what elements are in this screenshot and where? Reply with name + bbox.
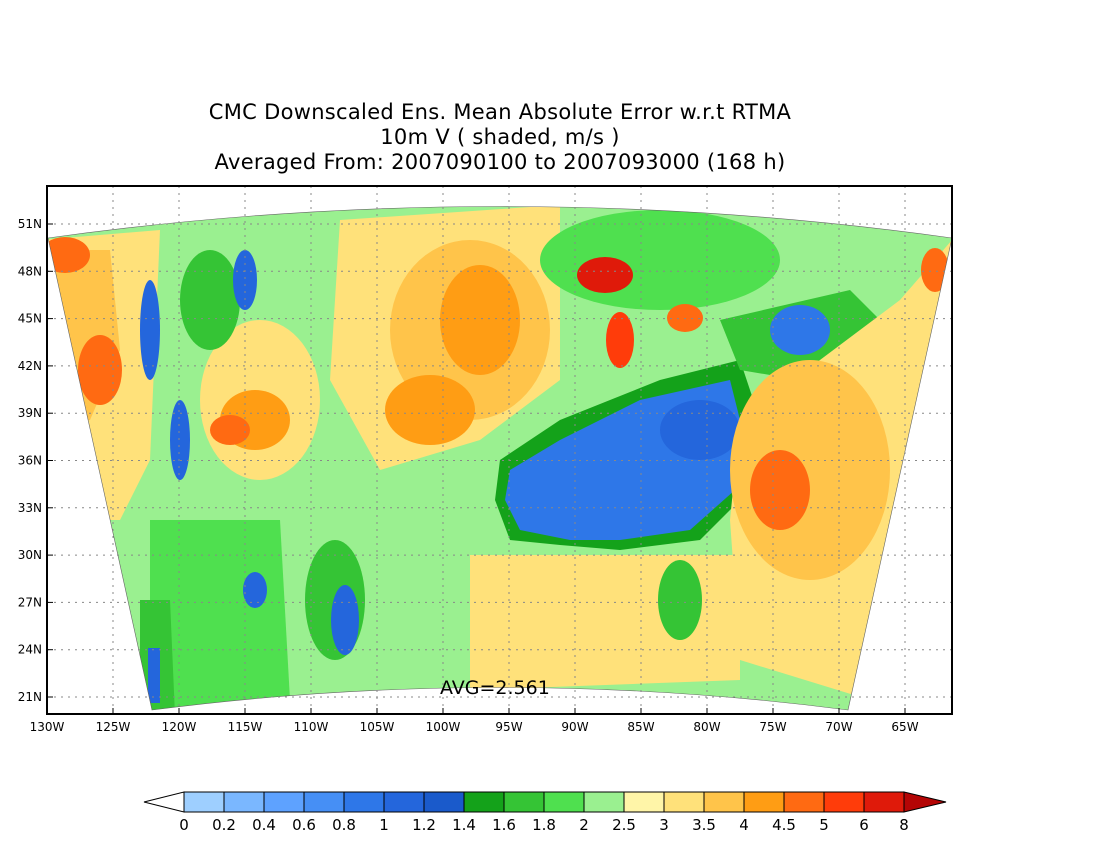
colorbar-label: 4.5 [772, 816, 796, 834]
lon-tick-label: 110W [294, 720, 329, 734]
lon-tick-label: 85W [627, 720, 654, 734]
colorbar-label: 3 [659, 816, 669, 834]
plot-frame [46, 185, 953, 715]
colorbar-label: 0.2 [212, 816, 236, 834]
colorbar-swatch [543, 791, 585, 813]
colorbar-swatch [463, 791, 505, 813]
colorbar-label: 0 [179, 816, 189, 834]
average-annotation: AVG=2.561 [440, 677, 550, 699]
lon-tick-label: 105W [360, 720, 395, 734]
colorbar-swatch [503, 791, 545, 813]
colorbar-swatch [583, 791, 625, 813]
colorbar-swatch [663, 791, 705, 813]
lon-tick-label: 120W [162, 720, 197, 734]
longitude-axis: 130W 125W 120W 115W 110W 105W 100W 95W 90W 85W 80W… [30, 708, 919, 734]
lat-tick-label: 39N [18, 406, 42, 420]
colorbar-under-arrow [143, 791, 185, 813]
colorbar-label: 2.5 [612, 816, 636, 834]
lat-tick-label: 51N [18, 217, 42, 231]
lat-tick-label: 45N [18, 312, 42, 326]
lat-tick-label: 42N [18, 359, 42, 373]
lon-tick-label: 95W [495, 720, 522, 734]
colorbar-over-arrow [903, 791, 947, 813]
colorbar-swatch [223, 791, 265, 813]
lon-tick-label: 70W [825, 720, 852, 734]
lon-tick-label: 115W [228, 720, 263, 734]
lat-tick-label: 36N [18, 454, 42, 468]
lat-tick-label: 24N [18, 643, 42, 657]
shaded-field [48, 206, 952, 710]
title-line-2: 10m V ( shaded, m/s ) [380, 125, 620, 149]
colorbar-label: 0.8 [332, 816, 356, 834]
colorbar-label: 5 [819, 816, 829, 834]
colorbar-swatch [423, 791, 465, 813]
colorbar-swatch [703, 791, 745, 813]
colorbar-swatch [303, 791, 345, 813]
lon-tick-label: 75W [759, 720, 786, 734]
colorbar-label: 1.4 [452, 816, 476, 834]
lat-tick-label: 27N [18, 595, 42, 609]
lat-tick-label: 21N [18, 690, 42, 704]
lon-tick-label: 130W [30, 720, 65, 734]
colorbar-swatch [383, 791, 425, 813]
colorbar-label: 1.6 [492, 816, 516, 834]
colorbar-label: 3.5 [692, 816, 716, 834]
colorbar-swatch [343, 791, 385, 813]
latitude-axis: 51N 48N 45N 42N 39N 36N 33N 30N 27N 24N 21N [18, 217, 53, 704]
lon-tick-label: 125W [96, 720, 131, 734]
chart-title-block: CMC Downscaled Ens. Mean Absolute Error … [0, 100, 1000, 175]
lon-tick-label: 90W [561, 720, 588, 734]
colorbar-label: 8 [899, 816, 909, 834]
colorbar-label: 6 [859, 816, 869, 834]
lat-tick-label: 30N [18, 548, 42, 562]
colorbar-label: 1.2 [412, 816, 436, 834]
colorbar-swatch [183, 791, 225, 813]
lon-tick-label: 100W [426, 720, 461, 734]
colorbar-label: 0.6 [292, 816, 316, 834]
colorbar-label: 4 [739, 816, 749, 834]
lat-tick-label: 33N [18, 501, 42, 515]
lon-tick-label: 65W [891, 720, 918, 734]
colorbar: 0 0.2 0.4 0.6 0.8 1 1.2 1.4 1.6 1.8 2 2.5 3 3.5 4 4.5 5 6… [143, 791, 947, 834]
colorbar-label: 1.8 [532, 816, 556, 834]
lat-tick-label: 48N [18, 264, 42, 278]
colorbar-swatch [783, 791, 825, 813]
colorbar-swatch [823, 791, 865, 813]
colorbar-label: 2 [579, 816, 589, 834]
colorbar-swatch [743, 791, 785, 813]
colorbar-swatch [863, 791, 905, 813]
colorbar-label: 1 [379, 816, 389, 834]
colorbar-label: 0.4 [252, 816, 276, 834]
title-line-1: CMC Downscaled Ens. Mean Absolute Error … [208, 100, 792, 124]
colorbar-swatch [263, 791, 305, 813]
lon-tick-label: 80W [693, 720, 720, 734]
title-line-3: Averaged From: 2007090100 to 2007093000 … [214, 150, 786, 174]
colorbar-swatch [623, 791, 665, 813]
